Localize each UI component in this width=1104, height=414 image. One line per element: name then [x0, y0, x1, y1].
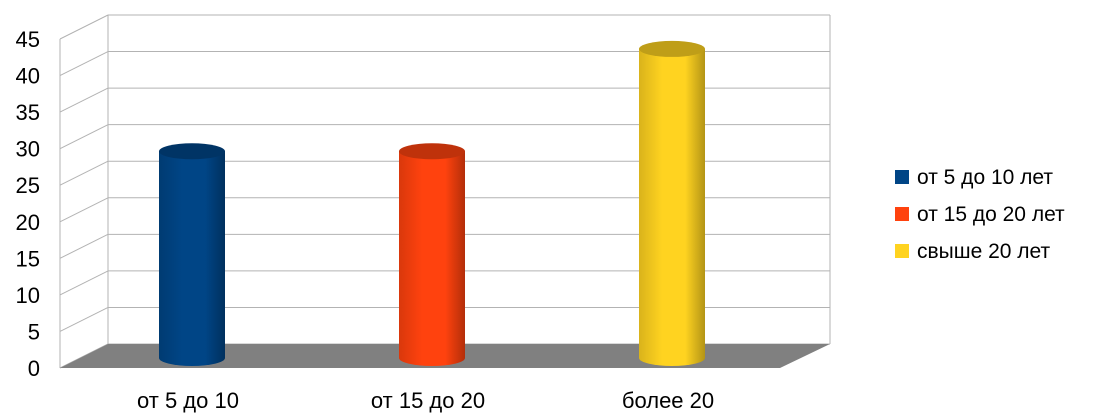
y-tick-label: 20 [16, 210, 40, 235]
gridline-side [59, 124, 109, 150]
x-category-label: от 5 до 10 [137, 388, 239, 413]
y-tick-label: 30 [16, 137, 40, 162]
gridline-side [59, 51, 109, 77]
bar [639, 40, 705, 366]
legend-label: свыше 20 лет [917, 240, 1051, 263]
gridline-side [59, 87, 109, 113]
y-tick-label: 5 [28, 319, 40, 344]
y-tick-label: 15 [16, 246, 40, 271]
legend-swatch [895, 207, 909, 221]
gridline-side [59, 270, 109, 296]
gridline-side [59, 160, 109, 186]
bars [159, 40, 705, 366]
chart-walls [59, 15, 831, 368]
legend-item: свыше 20 лет [895, 240, 1051, 263]
bar-body [159, 151, 225, 366]
y-tick-label: 10 [16, 283, 40, 308]
x-axis-labels: от 5 до 10 от 15 до 20 более 20 [137, 388, 714, 413]
y-tick-label: 40 [16, 64, 40, 89]
bar-body [399, 151, 465, 366]
gridline-side [59, 233, 109, 259]
y-tick-label: 0 [28, 356, 40, 381]
bar [159, 143, 225, 366]
x-category-label: более 20 [622, 388, 714, 413]
bar-top [399, 143, 465, 160]
y-tick-label: 35 [16, 100, 40, 125]
bar-body [639, 48, 705, 366]
y-tick-label: 25 [16, 173, 40, 198]
legend-swatch [895, 170, 909, 184]
bar-top [159, 143, 225, 160]
gridline-side [59, 14, 109, 40]
bar [399, 143, 465, 366]
x-category-label: от 15 до 20 [371, 388, 485, 413]
bar-top [639, 40, 705, 57]
legend-swatch [895, 244, 909, 258]
gridline-side [59, 197, 109, 223]
legend-label: от 15 до 20 лет [917, 203, 1065, 226]
legend-item: от 5 до 10 лет [895, 166, 1053, 189]
legend-label: от 5 до 10 лет [917, 166, 1053, 189]
gridline-side [59, 306, 109, 332]
legend-item: от 15 до 20 лет [895, 203, 1065, 226]
legend: от 5 до 10 лет от 15 до 20 лет свыше 20 ле… [895, 166, 1065, 263]
y-axis-ticks: 0 5 10 15 20 25 30 35 40 45 [16, 27, 40, 381]
y-tick-label: 45 [16, 27, 40, 52]
